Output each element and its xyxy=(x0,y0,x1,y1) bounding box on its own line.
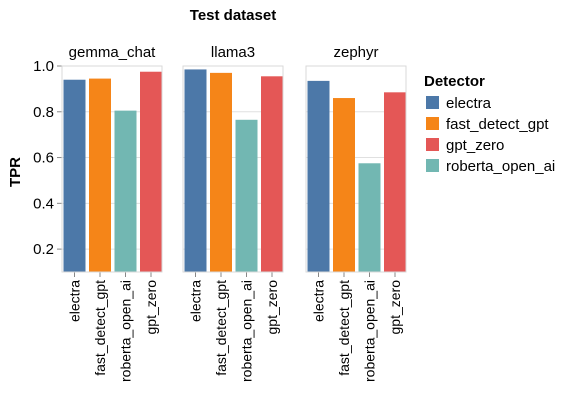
legend-swatch-gpt_zero xyxy=(426,138,439,151)
facet-frame xyxy=(182,65,284,273)
legend-swatch-roberta_open_ai xyxy=(426,159,439,172)
x-tick-label: electra xyxy=(188,280,204,322)
facet-title: gemma_chat xyxy=(69,44,157,61)
facet-frame xyxy=(305,65,407,273)
legend-swatch-electra xyxy=(426,96,439,109)
bar-gemma_chat-roberta_open_ai xyxy=(114,110,137,272)
legend-label-fast_detect_gpt: fast_detect_gpt xyxy=(446,116,549,133)
y-axis-label: TPR xyxy=(7,157,24,187)
x-tick-label: electra xyxy=(67,280,83,322)
y-tick-label: 1.0 xyxy=(33,58,54,75)
bar-gemma_chat-gpt_zero xyxy=(140,71,162,272)
x-tick-label: roberta_open_ai xyxy=(239,280,255,382)
bar-zephyr-roberta_open_ai xyxy=(358,163,381,272)
legend-label-roberta_open_ai: roberta_open_ai xyxy=(446,158,555,175)
y-axis-ticks: 0.2 0.4 0.6 0.8 1.0 xyxy=(33,58,62,258)
x-tick-label: fast_detect_gpt xyxy=(92,280,108,376)
legend-swatch-fast_detect_gpt xyxy=(426,117,439,130)
legend-entries: electra fast_detect_gpt gpt_zero roberta_op… xyxy=(426,95,555,175)
bar-zephyr-gpt_zero xyxy=(384,92,406,272)
facet-frame xyxy=(61,65,163,273)
bar-gemma_chat-electra xyxy=(63,79,86,272)
facet-title: zephyr xyxy=(333,44,378,61)
facet-llama3: llama3 electra fast_detect_gpt roberta_open… xyxy=(182,44,284,382)
bar-llama3-roberta_open_ai xyxy=(235,119,258,273)
facet-title: llama3 xyxy=(211,44,255,61)
bar-llama3-fast_detect_gpt xyxy=(210,72,232,272)
x-tick-label: roberta_open_ai xyxy=(118,280,134,382)
x-tick-label: gpt_zero xyxy=(387,280,403,335)
bar-llama3-gpt_zero xyxy=(261,76,283,272)
bar-gemma_chat-fast_detect_gpt xyxy=(89,78,111,272)
bar-zephyr-electra xyxy=(307,80,330,272)
y-tick-label: 0.6 xyxy=(33,150,54,167)
facet-zephyr: zephyr electra fast_detect_gpt roberta_open… xyxy=(305,44,407,382)
x-tick-label: gpt_zero xyxy=(143,280,159,335)
legend-label-gpt_zero: gpt_zero xyxy=(446,137,504,154)
x-tick-label: fast_detect_gpt xyxy=(336,280,352,376)
legend-title: Detector xyxy=(424,73,485,90)
x-tick-label: electra xyxy=(311,280,327,322)
legend: Detector electra fast_detect_gpt gpt_zeror… xyxy=(424,73,555,175)
x-tick-label: gpt_zero xyxy=(264,280,280,335)
bar-llama3-electra xyxy=(184,69,207,272)
bar-zephyr-fast_detect_gpt xyxy=(333,98,355,273)
y-tick-label: 0.4 xyxy=(33,195,54,212)
x-tick-label: fast_detect_gpt xyxy=(213,280,229,376)
y-tick-label: 0.8 xyxy=(33,104,54,121)
chart-title: Test dataset xyxy=(190,7,276,24)
x-tick-label: roberta_open_ai xyxy=(362,280,378,382)
legend-label-electra: electra xyxy=(446,95,492,112)
y-tick-label: 0.2 xyxy=(33,241,54,258)
